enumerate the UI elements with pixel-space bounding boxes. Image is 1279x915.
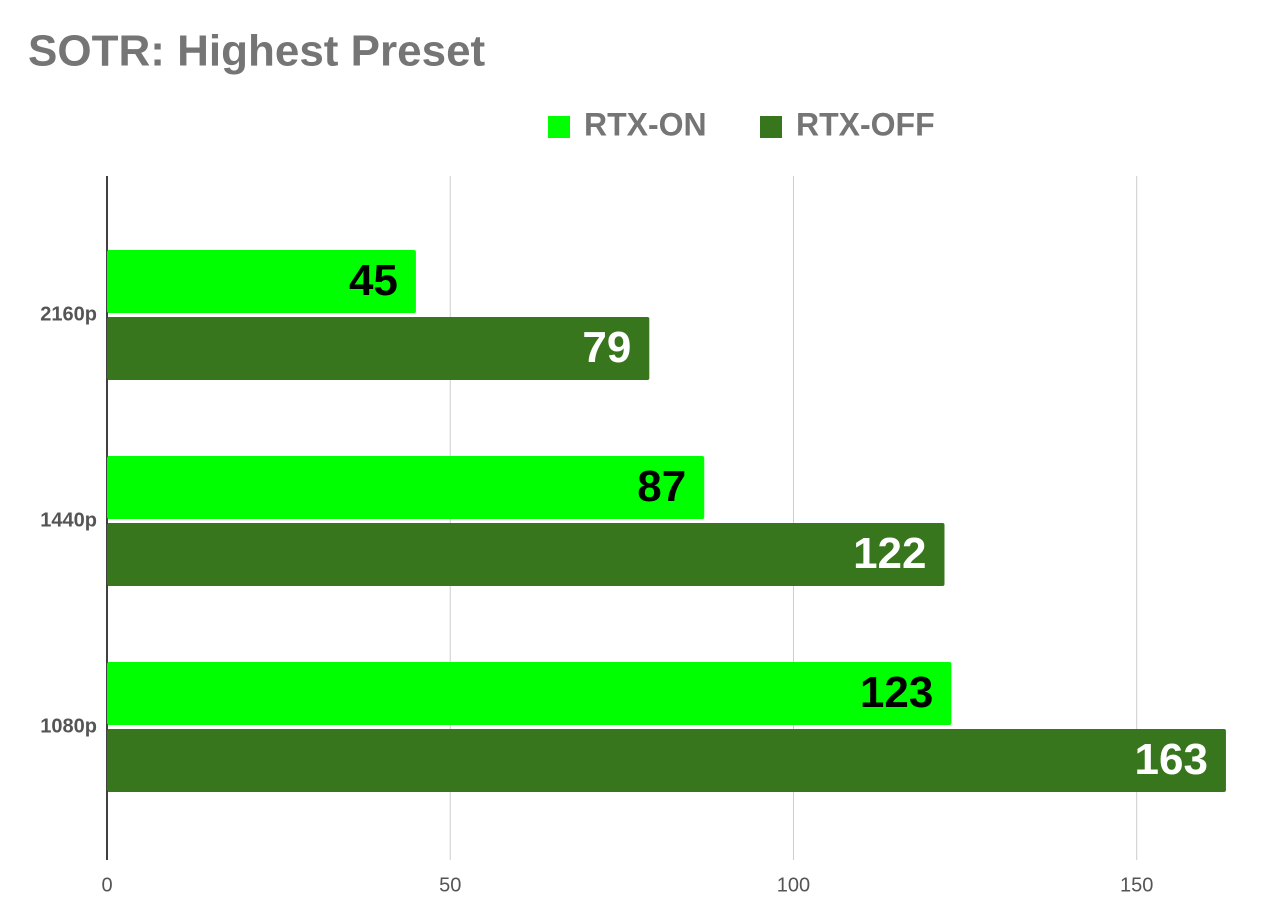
value-label: 122 [853, 529, 926, 578]
bar [107, 523, 945, 586]
legend-swatch [548, 116, 570, 138]
x-tick-label: 150 [1120, 874, 1153, 896]
bar [107, 729, 1226, 792]
y-tick-label: 1440p [40, 509, 97, 531]
legend-swatch [760, 116, 782, 138]
value-label: 79 [582, 323, 631, 372]
bar [107, 662, 952, 725]
y-tick-label: 1080p [40, 715, 97, 737]
legend-label: RTX-OFF [796, 106, 935, 142]
x-tick-label: 50 [439, 874, 461, 896]
y-tick-label: 2160p [40, 303, 97, 325]
chart-title: SOTR: Highest Preset [28, 27, 486, 76]
x-tick-label: 100 [777, 874, 810, 896]
value-label: 45 [349, 256, 398, 305]
x-tick-label: 0 [101, 874, 112, 896]
legend-label: RTX-ON [584, 106, 707, 142]
bar [107, 317, 650, 380]
value-label: 123 [860, 668, 933, 717]
value-label: 163 [1135, 735, 1208, 784]
value-label: 87 [637, 462, 686, 511]
bar [107, 456, 705, 519]
bar [107, 250, 416, 313]
